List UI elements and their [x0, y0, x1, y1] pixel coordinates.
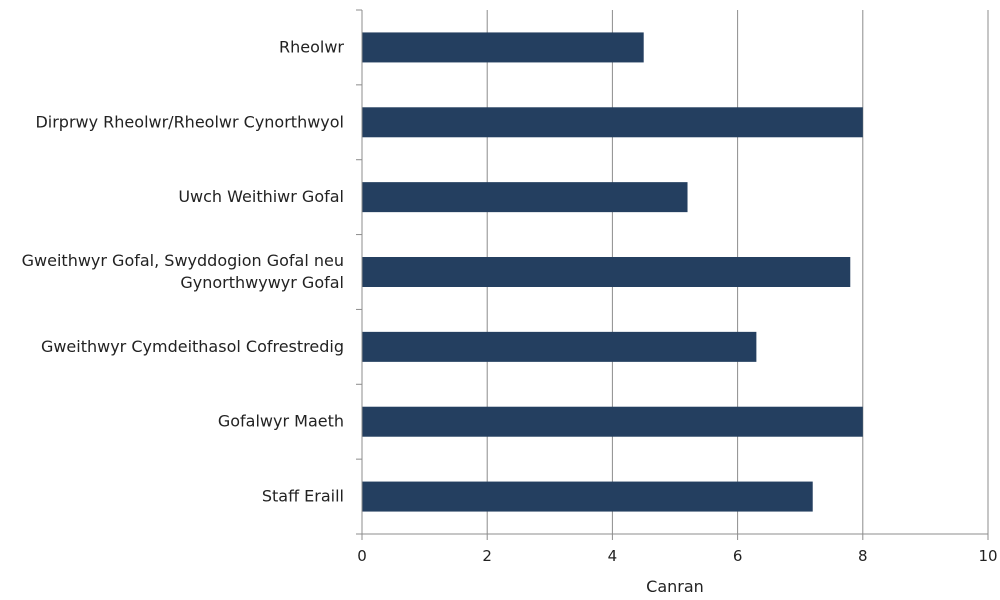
- bar-2: [362, 182, 688, 213]
- x-tick-label-4: 4: [608, 547, 618, 565]
- x-axis-title: Canran: [646, 577, 704, 596]
- x-tick-label-8: 8: [858, 547, 868, 565]
- axes: [356, 9, 989, 540]
- bar-1: [362, 107, 863, 138]
- category-label-5: Gofalwyr Maeth: [218, 412, 344, 431]
- x-tick-label-0: 0: [357, 547, 367, 565]
- category-label-4: Gweithwyr Cymdeithasol Cofrestredig: [41, 337, 344, 356]
- category-label-line: Rheolwr: [279, 37, 344, 56]
- x-tick-label-10: 10: [978, 547, 997, 565]
- bar-4: [362, 331, 757, 362]
- category-label-line: Gynorthwywyr Gofal: [180, 273, 344, 292]
- category-label-line: Gweithwyr Cymdeithasol Cofrestredig: [41, 337, 344, 356]
- category-label-line: Gweithwyr Gofal, Swyddogion Gofal neu: [22, 251, 344, 270]
- bar-6: [362, 481, 813, 512]
- category-label-line: Uwch Weithiwr Gofal: [178, 187, 344, 206]
- category-label-line: Dirprwy Rheolwr/Rheolwr Cynorthwyol: [35, 112, 344, 131]
- category-label-3: Gweithwyr Gofal, Swyddogion Gofal neu Gyn…: [22, 251, 344, 292]
- bar-0: [362, 32, 644, 63]
- bar-3: [362, 257, 851, 287]
- category-label-line: Staff Eraill: [262, 487, 344, 506]
- category-label-2: Uwch Weithiwr Gofal: [178, 187, 344, 206]
- tick-labels: 0 2 4 6 8 10: [357, 547, 997, 565]
- category-label-line: Gofalwyr Maeth: [218, 412, 344, 431]
- bars: [362, 32, 863, 512]
- x-tick-label-6: 6: [733, 547, 743, 565]
- category-label-1: Dirprwy Rheolwr/Rheolwr Cynorthwyol: [35, 112, 344, 131]
- category-label-0: Rheolwr: [279, 37, 344, 56]
- x-tick-label-2: 2: [482, 547, 492, 565]
- bar-5: [362, 406, 863, 437]
- category-label-6: Staff Eraill: [262, 487, 344, 506]
- category-labels: Rheolwr Dirprwy Rheolwr/Rheolwr Cynorthwy…: [22, 37, 345, 505]
